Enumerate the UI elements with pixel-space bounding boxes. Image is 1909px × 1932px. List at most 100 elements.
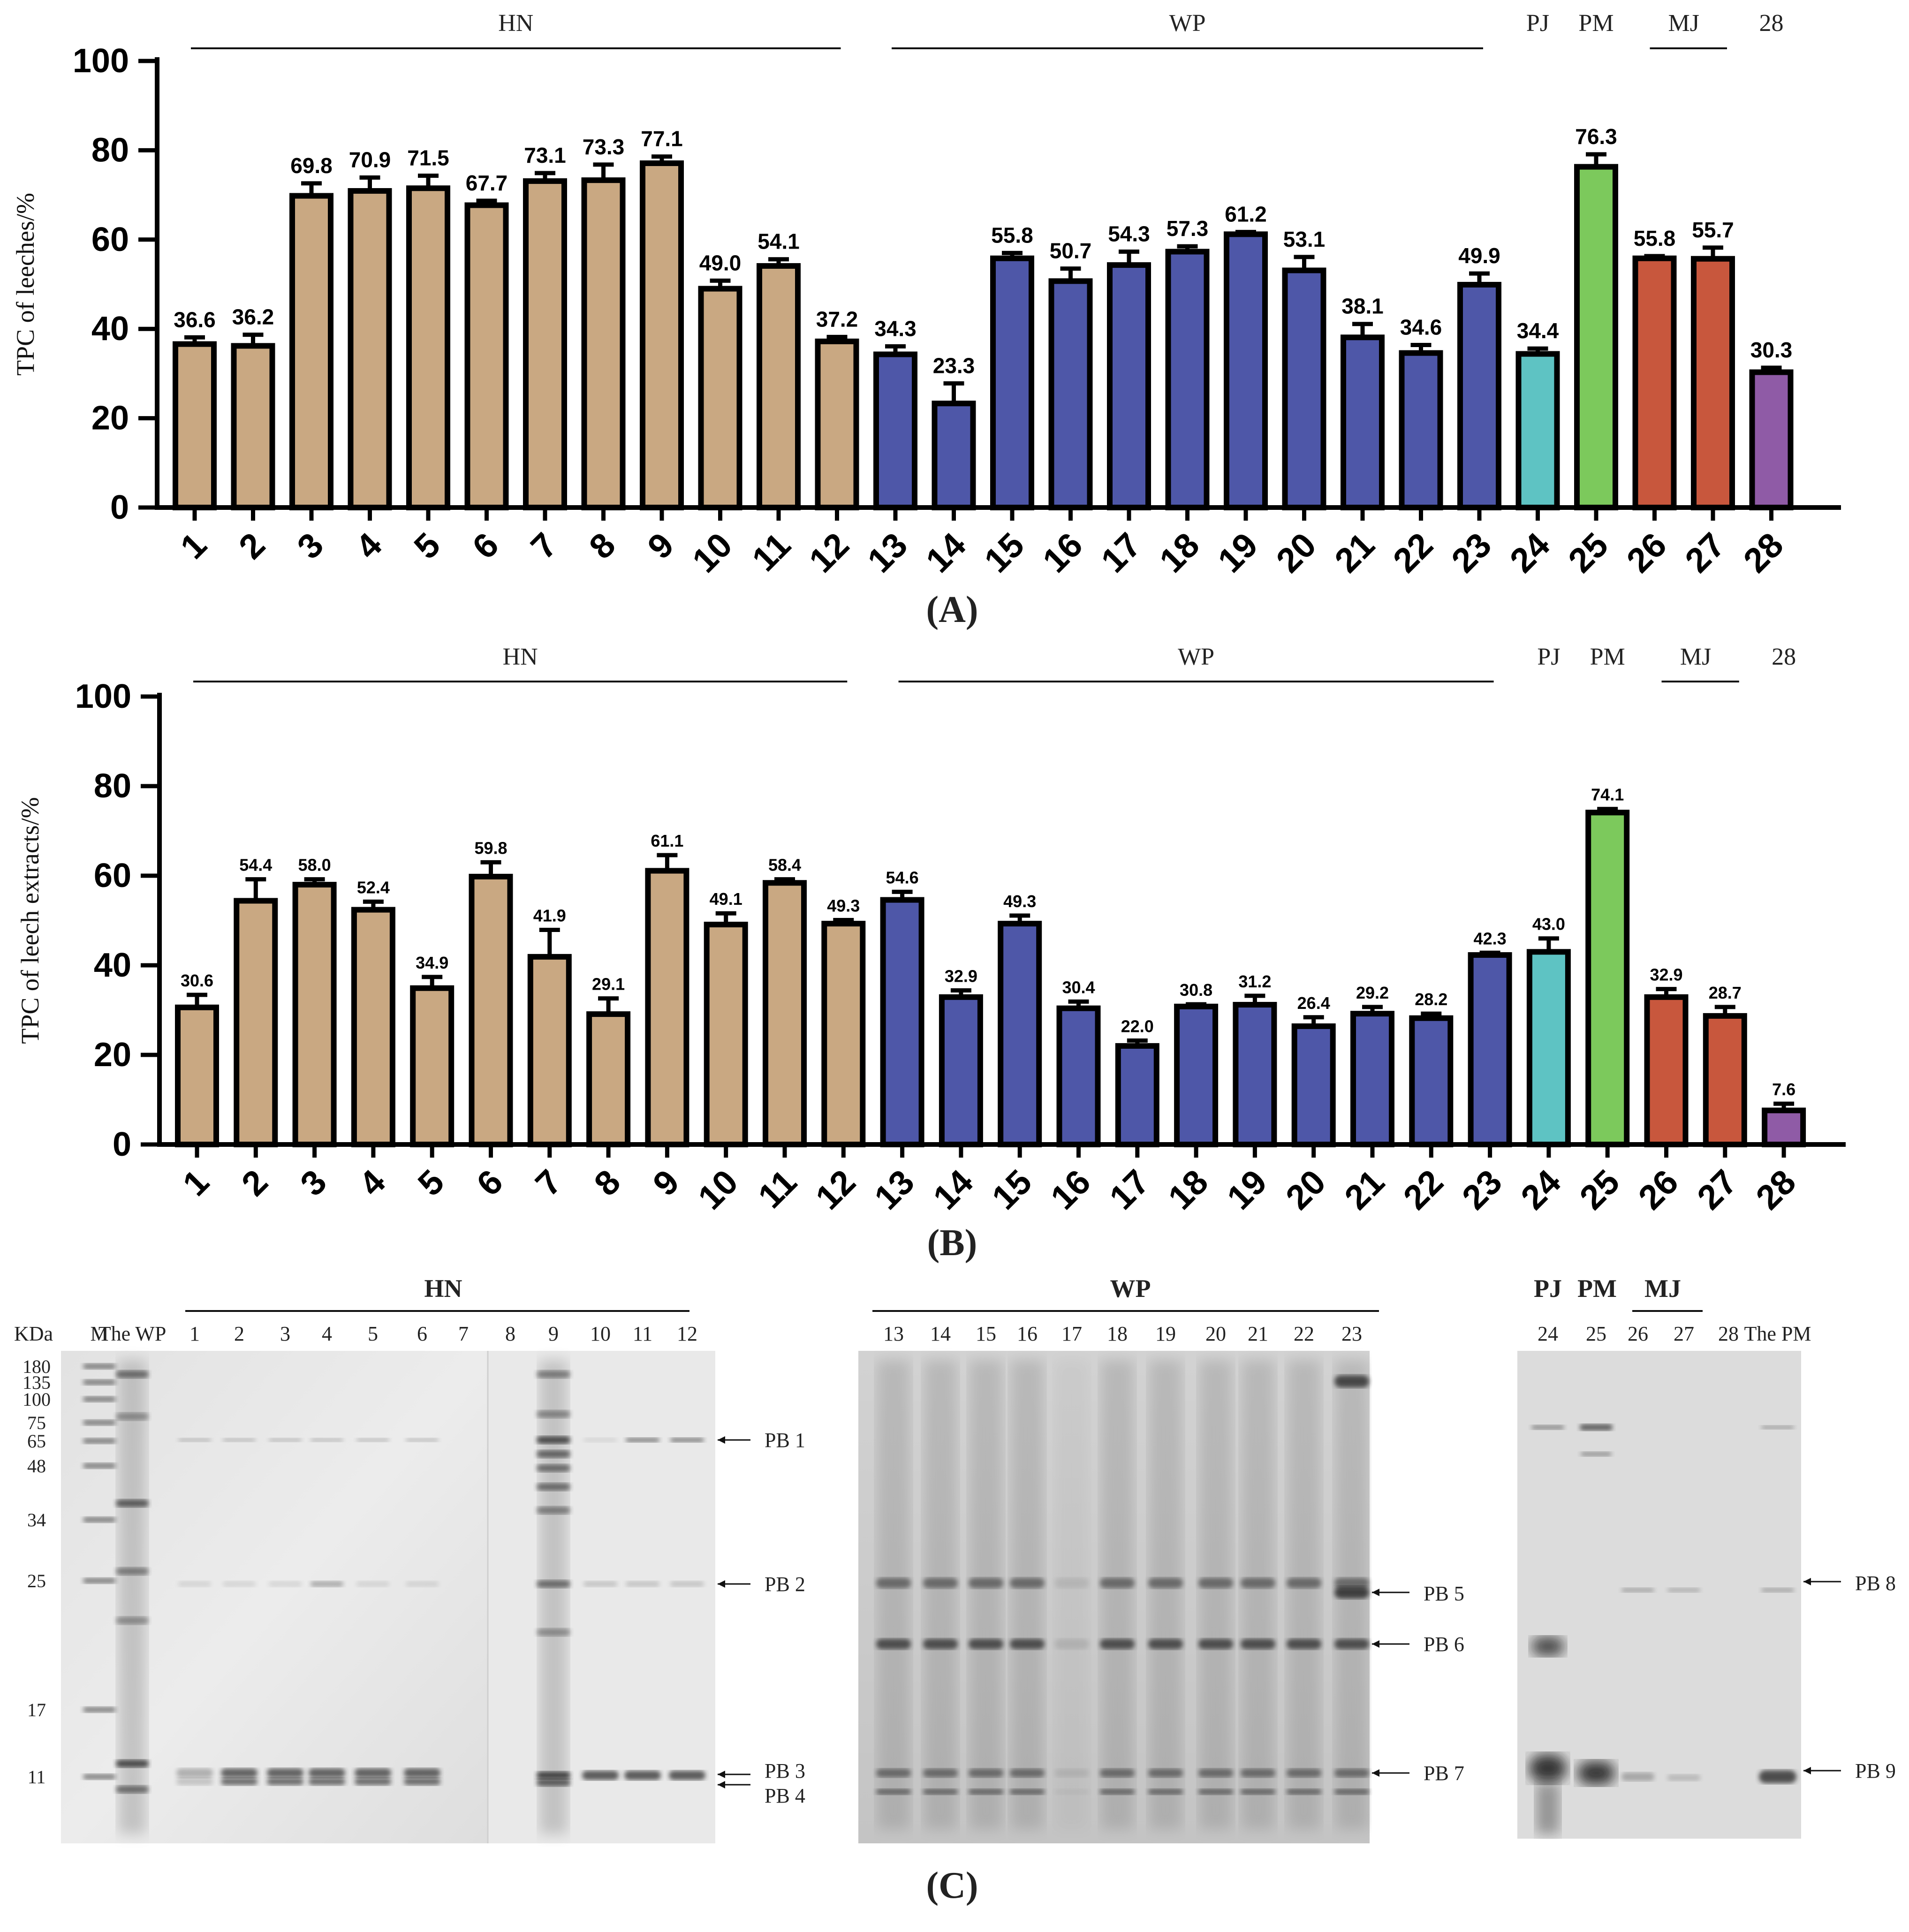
charta-bar-19 bbox=[1224, 231, 1268, 511]
charta-value-label-28: 30.3 bbox=[1750, 338, 1793, 362]
marker-size-17: 17 bbox=[27, 1699, 46, 1720]
gel2-lane18-pb6 bbox=[1100, 1639, 1135, 1649]
chartb-value-label-5: 34.9 bbox=[416, 953, 448, 972]
charta-xtick-label-20: 20 bbox=[1269, 525, 1324, 580]
marker-size-100: 100 bbox=[23, 1389, 51, 1410]
chartb-value-label-7: 41.9 bbox=[533, 906, 566, 925]
charta-xtick-label-18: 18 bbox=[1152, 525, 1207, 580]
chartb-value-label-2: 54.4 bbox=[239, 856, 272, 875]
gel1-marker-band-9 bbox=[83, 1774, 116, 1780]
charta-xtick-label-25: 25 bbox=[1561, 525, 1615, 580]
chartb-value-label-1: 30.6 bbox=[181, 971, 213, 990]
gel1-lane6-pb2 bbox=[406, 1581, 439, 1587]
chartb-value-label-24: 43.0 bbox=[1532, 915, 1565, 934]
chartb-value-label-3: 58.0 bbox=[298, 856, 331, 875]
chartb-xtick-label-5: 5 bbox=[410, 1162, 452, 1204]
gel1-lane10-pb1 bbox=[583, 1438, 617, 1442]
chartb-bar-17 bbox=[1115, 1043, 1159, 1148]
charta-value-label-23: 49.9 bbox=[1458, 243, 1500, 268]
marker-size-25: 25 bbox=[27, 1570, 46, 1591]
charta-bar-9 bbox=[640, 160, 684, 510]
gel1-lane10-pb2 bbox=[583, 1581, 617, 1587]
gel2-lane-smear-9 bbox=[1288, 1360, 1320, 1829]
gel1-lane11-pb1 bbox=[626, 1438, 659, 1442]
gel2-lane14-pb5 bbox=[923, 1578, 958, 1588]
gel1-lane9-band-4 bbox=[537, 1464, 570, 1472]
gel2-lane20-low bbox=[1198, 1789, 1233, 1795]
charta-value-label-12: 37.2 bbox=[816, 307, 858, 331]
gel2-lane13-pb6 bbox=[876, 1639, 911, 1649]
gel2-lane23-top-band bbox=[1334, 1375, 1369, 1387]
gel2-lane14-pb6 bbox=[923, 1639, 958, 1649]
charta-bar-6 bbox=[464, 202, 509, 511]
gel1-lane12-pb2 bbox=[670, 1581, 704, 1587]
charta-group-label-4: MJ bbox=[1668, 10, 1699, 37]
gel2-lane22-pb7 bbox=[1287, 1769, 1321, 1777]
gel1-lane-label-10: 10 bbox=[590, 1322, 611, 1345]
chartb-xtick-label-17: 17 bbox=[1102, 1162, 1157, 1217]
gel1-wp-band-0 bbox=[116, 1371, 149, 1378]
gel2-lane18-pb7 bbox=[1100, 1769, 1135, 1777]
charta-xtick-label-10: 10 bbox=[685, 525, 740, 580]
gel1-lane9-band-9 bbox=[537, 1772, 570, 1779]
charta-value-label-15: 55.8 bbox=[991, 223, 1033, 247]
chartb-bar-24 bbox=[1526, 949, 1571, 1147]
charta-xtick-label-21: 21 bbox=[1327, 525, 1382, 580]
charta-value-label-21: 38.1 bbox=[1341, 294, 1384, 318]
chartb-xtick-label-1: 1 bbox=[175, 1162, 217, 1204]
charta-value-label-5: 71.5 bbox=[407, 146, 449, 170]
charta-bar-27 bbox=[1691, 256, 1735, 510]
gel1-wp-band-5 bbox=[116, 1760, 149, 1767]
chartb-value-label-14: 32.9 bbox=[945, 966, 977, 985]
chartb-value-label-13: 54.6 bbox=[886, 868, 919, 887]
gel2-lane-label-4: 17 bbox=[1061, 1322, 1082, 1345]
gel1-lane-label-4: 4 bbox=[322, 1322, 332, 1345]
gel1-marker-band-3 bbox=[83, 1420, 116, 1425]
gel1-lane12-pb3 bbox=[669, 1771, 705, 1780]
chartb-bar-19 bbox=[1233, 1002, 1277, 1147]
chartb-xtick-label-6: 6 bbox=[469, 1162, 510, 1204]
chartb-xtick-label-9: 9 bbox=[645, 1162, 687, 1204]
chartb-xtick-label-2: 2 bbox=[234, 1162, 275, 1204]
chartb-xtick-label-16: 16 bbox=[1043, 1162, 1098, 1217]
gel1-lane9-band-3 bbox=[537, 1450, 570, 1458]
gel2-lane22-pb5 bbox=[1287, 1578, 1321, 1588]
gel2-lane21-pb6 bbox=[1241, 1639, 1275, 1649]
chartb-value-label-20: 26.4 bbox=[1297, 993, 1330, 1013]
gel2-lane-label-5: 18 bbox=[1107, 1322, 1128, 1345]
chartb-bar-22 bbox=[1409, 1015, 1454, 1147]
gel2-lane-labels: 13 14 15 16 17 18 19 20 21 22 23 bbox=[883, 1322, 1362, 1345]
gel3-group-label-pj: PJ bbox=[1534, 1274, 1562, 1303]
gel2-lane23-low bbox=[1334, 1789, 1369, 1795]
gel3-lane27-pb9 bbox=[1667, 1774, 1700, 1781]
charta-xtick-label-4: 4 bbox=[348, 525, 389, 567]
gel1-marker-band-0 bbox=[83, 1364, 116, 1369]
chartb-bar-26 bbox=[1644, 994, 1689, 1147]
gel1-lane3-pb1 bbox=[269, 1438, 302, 1442]
gel1-lane6-pb3 bbox=[404, 1768, 440, 1778]
charta-value-label-17: 54.3 bbox=[1108, 222, 1150, 246]
charta-bar-23 bbox=[1457, 281, 1501, 511]
gel1-marker-band-1 bbox=[83, 1379, 116, 1385]
gel1-lane-label-11: 11 bbox=[633, 1322, 652, 1345]
chartb-value-label-11: 58.4 bbox=[768, 856, 801, 875]
gel2-lane23-pb7 bbox=[1334, 1769, 1369, 1777]
band-arrow-head-4 bbox=[1372, 1589, 1379, 1596]
chartb-xtick-label-21: 21 bbox=[1337, 1162, 1392, 1217]
charta-bar-11 bbox=[757, 263, 801, 510]
chartb-xtick-label-20: 20 bbox=[1278, 1162, 1333, 1217]
gel1-lane6-pb1 bbox=[406, 1438, 439, 1442]
gel1-lane-label-2: 2 bbox=[234, 1322, 244, 1345]
gel2-lane-label-1: 14 bbox=[930, 1322, 951, 1345]
band-arrow-head-8 bbox=[1803, 1767, 1811, 1774]
band-label-1: PB 2 bbox=[765, 1573, 805, 1596]
charta-bar-3 bbox=[289, 193, 333, 510]
chartb-xtick-label-19: 19 bbox=[1220, 1162, 1274, 1217]
gel2-lane23-pb5 bbox=[1334, 1578, 1369, 1588]
gel1-lane-label-12: 12 bbox=[677, 1322, 697, 1345]
charta-ytick-label-1: 20 bbox=[91, 400, 129, 437]
gel3-lane-label-2: 26 bbox=[1628, 1322, 1648, 1345]
charta-value-label-24: 34.4 bbox=[1517, 318, 1559, 343]
charta-value-label-3: 69.8 bbox=[290, 153, 333, 178]
gel2-lane20-pb7 bbox=[1198, 1769, 1233, 1777]
